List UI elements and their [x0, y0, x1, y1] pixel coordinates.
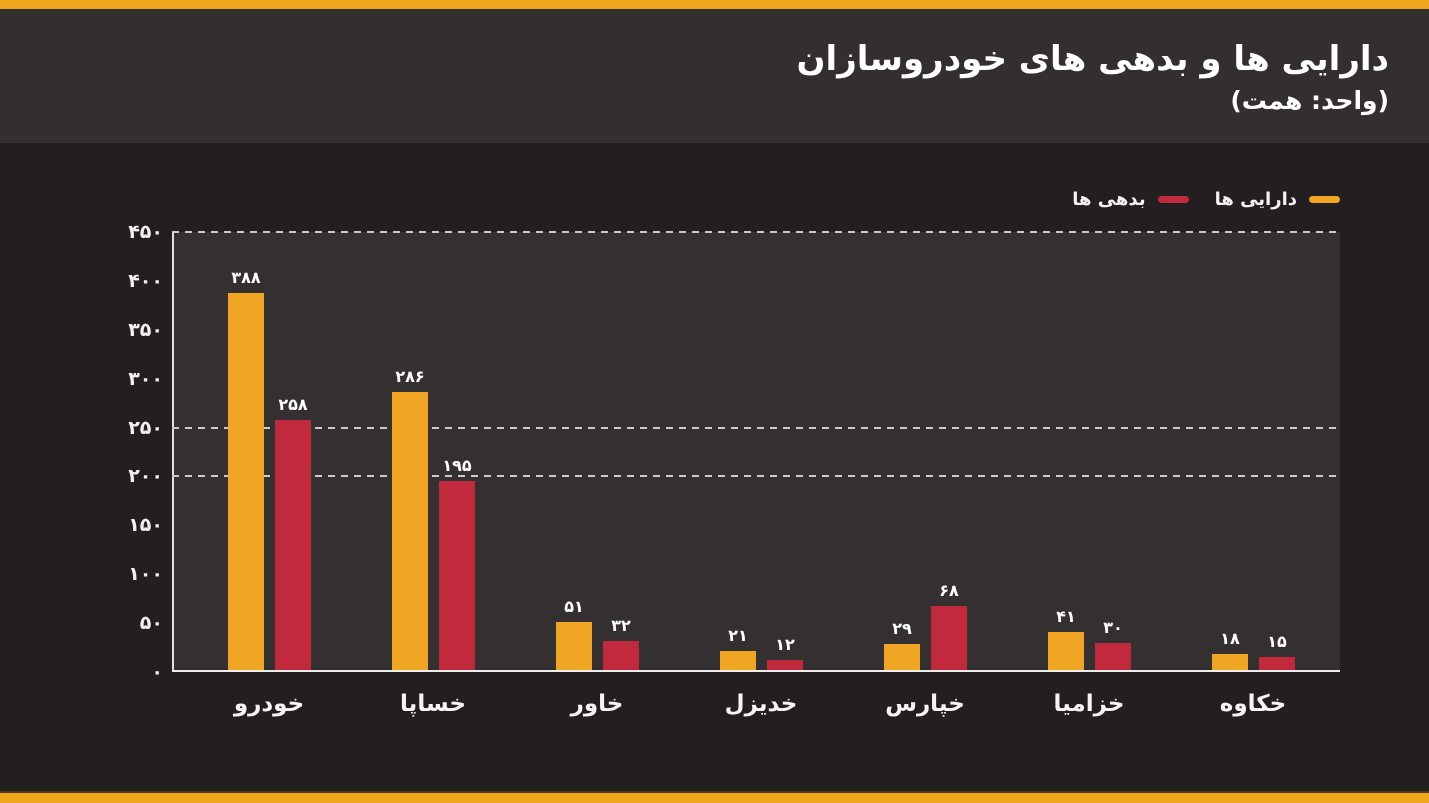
y-axis-tick-label: ۰ — [151, 661, 163, 683]
bar-liabilities-6 — [1259, 657, 1295, 670]
x-axis-label-1: خساپا — [400, 691, 466, 717]
y-axis-tick-label: ۵۰ — [139, 612, 163, 635]
bar-assets-1 — [392, 392, 428, 670]
unit-subtitle: (واحد: همت) — [1230, 86, 1389, 116]
bar-assets-0 — [228, 292, 264, 670]
plot-area — [172, 232, 1340, 672]
legend: دارایی ها بدهی ها — [1072, 184, 1340, 214]
bar-liabilities-2 — [603, 640, 639, 670]
x-axis-label-5: خزامیا — [1053, 691, 1125, 717]
bar-liabilities-5 — [1095, 642, 1131, 670]
bar-assets-4 — [884, 643, 920, 670]
y-axis-tick-label: ۲۵۰ — [128, 416, 163, 439]
y-axis-tick-label: ۱۵۰ — [128, 514, 163, 537]
bar-liabilities-4 — [931, 605, 967, 670]
bar-value-label: ۱۹۵ — [442, 456, 472, 476]
bar-value-label: ۴۱ — [1056, 606, 1076, 626]
x-axis-label-4: خپارس — [885, 691, 965, 717]
top-accent-strip — [0, 0, 1429, 9]
y-axis-tick-label: ۲۰۰ — [128, 465, 163, 488]
bar-assets-2 — [556, 622, 592, 670]
bar-value-label: ۱۲ — [775, 635, 795, 655]
bottom-accent-strip — [0, 791, 1429, 803]
x-axis-label-3: خدیزل — [724, 691, 798, 717]
x-axis-label-0: خودرو — [233, 691, 305, 717]
legend-item-assets[interactable]: دارایی ها — [1215, 189, 1340, 210]
legend-label: دارایی ها — [1214, 188, 1297, 210]
bar-value-label: ۶۸ — [939, 580, 959, 600]
y-axis-tick-label: ۴۵۰ — [128, 221, 163, 243]
bar-value-label: ۱۵ — [1267, 632, 1287, 652]
legend-label: بدهی ها — [1072, 188, 1146, 210]
bar-value-label: ۳۰ — [1103, 617, 1123, 637]
x-axis-label-6: خکاوه — [1219, 691, 1287, 717]
dashed-gridline — [172, 475, 1340, 478]
dashed-gridline — [172, 231, 1340, 233]
bar-liabilities-3 — [767, 660, 803, 670]
bar-liabilities-0 — [275, 419, 311, 670]
chart-header: دارایی ها و بدهی های خودروسازان (واحد: ه… — [0, 9, 1429, 143]
bar-assets-5 — [1048, 631, 1084, 670]
legend-swatch-icon — [1309, 195, 1340, 203]
bar-assets-6 — [1212, 654, 1248, 670]
bar-value-label: ۲۹ — [892, 618, 912, 638]
legend-swatch-icon — [1157, 195, 1189, 203]
bar-value-label: ۱۸ — [1220, 629, 1240, 649]
bar-value-label: ۲۵۸ — [278, 394, 308, 414]
y-axis-tick-label: ۳۰۰ — [128, 367, 163, 390]
y-axis-tick-label: ۳۵۰ — [128, 318, 163, 341]
bar-value-label: ۲۱ — [728, 626, 748, 646]
bar-liabilities-1 — [439, 481, 475, 670]
dashed-gridline — [172, 426, 1340, 429]
bar-value-label: ۳۸۸ — [231, 267, 261, 287]
page-title: دارایی ها و بدهی های خودروسازان — [796, 38, 1389, 79]
y-axis-tick-label: ۱۰۰ — [128, 563, 163, 586]
x-axis-label-2: خاور — [570, 691, 624, 717]
y-axis-tick-label: ۴۰۰ — [128, 269, 163, 292]
bar-value-label: ۵۱ — [564, 597, 584, 617]
bar-value-label: ۳۲ — [611, 615, 631, 635]
bar-value-label: ۲۸۶ — [395, 367, 425, 387]
legend-item-liabilities[interactable]: بدهی ها — [1072, 188, 1189, 210]
bar-assets-3 — [720, 651, 756, 670]
